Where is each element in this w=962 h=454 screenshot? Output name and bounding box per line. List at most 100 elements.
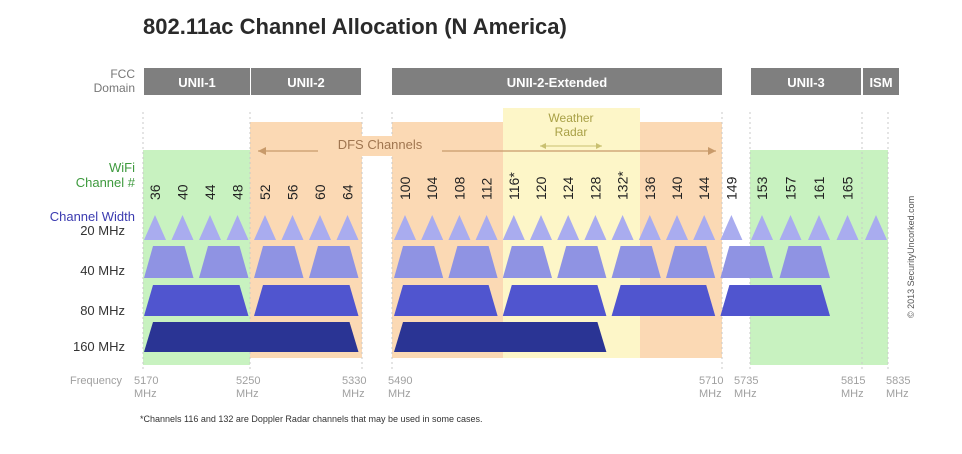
frequency-unit: MHz [236, 388, 259, 400]
channel-number-64: 64 [340, 184, 356, 200]
domain-label: UNII-2 [287, 75, 325, 90]
wifi-channel-label-line1: WiFi [109, 160, 135, 175]
channel-number-132-star: 132* [615, 171, 631, 200]
domain-label: UNII-1 [178, 75, 216, 90]
channel-20mhz-shape [779, 215, 802, 240]
weather-arrow-right-head [596, 143, 602, 149]
channel-number-136: 136 [642, 176, 658, 200]
channel-20mhz-shape [530, 215, 552, 240]
channel-40mhz-shape [611, 246, 661, 278]
frequency-unit: MHz [699, 388, 722, 400]
channel-number-60: 60 [312, 184, 328, 200]
domain-bar-unii-3 [751, 68, 861, 95]
channel-40mhz-shape [309, 246, 359, 278]
dfs-arrow-right-head [708, 147, 716, 155]
frequency-value-5170: 5170 [134, 375, 158, 387]
channel-80mhz-shape [144, 285, 249, 316]
channel-20mhz-shape [144, 215, 166, 240]
channel-40mhz-shape [779, 246, 830, 278]
frequency-unit: MHz [734, 388, 757, 400]
weather-label-line2: Radar [555, 125, 588, 139]
channel-number-149: 149 [723, 176, 739, 200]
channel-20mhz-shape [751, 215, 773, 240]
channel-20mhz-shape [584, 215, 607, 240]
channel-20mhz-shape [448, 215, 471, 240]
chart-title: 802.11ac Channel Allocation (N America) [143, 14, 567, 39]
frequency-value-5710: 5710 [699, 375, 723, 387]
channel-20mhz-shape [171, 215, 194, 240]
channel-20mhz-shape [502, 215, 525, 240]
channel-40mhz-shape [254, 246, 304, 278]
channel-20mhz-shape [836, 215, 859, 240]
channel-40mhz-shape [199, 246, 249, 278]
channel-number-108: 108 [451, 176, 467, 200]
channel-number-161: 161 [811, 176, 827, 200]
channel-20mhz-shape [666, 215, 688, 240]
channel-number-112: 112 [479, 177, 495, 200]
channel-40mhz-shape [394, 246, 444, 278]
domain-bar-unii-1 [144, 68, 250, 95]
channel-number-157: 157 [783, 176, 799, 200]
channel-number-120: 120 [533, 176, 549, 200]
frequency-unit: MHz [886, 388, 909, 400]
channel-number-144: 144 [696, 176, 712, 200]
channel-number-100: 100 [397, 176, 413, 200]
width-label-40mhz: 40 MHz [80, 263, 125, 278]
channel-number-140: 140 [669, 176, 685, 200]
frequency-value-5835: 5835 [886, 375, 910, 387]
channel-number-128: 128 [587, 176, 603, 200]
channel-40mhz-shape [720, 246, 773, 278]
frequency-value-5815: 5815 [841, 375, 865, 387]
frequency-value-5735: 5735 [734, 375, 758, 387]
domain-bar-unii-2 [251, 68, 361, 95]
width-label-160mhz: 160 MHz [73, 339, 125, 354]
channel-40mhz-shape [448, 246, 498, 278]
channel-80mhz-shape [394, 285, 498, 316]
footnote: *Channels 116 and 132 are Doppler Radar … [140, 414, 483, 424]
frequency-value-5250: 5250 [236, 375, 260, 387]
fcc-domain-label-line1: FCC [110, 67, 135, 81]
channel-20mhz-shape [394, 215, 416, 240]
width-label-20mhz: 20 MHz [80, 223, 125, 238]
width-label-80mhz: 80 MHz [80, 303, 125, 318]
frequency-value-5490: 5490 [388, 375, 412, 387]
weather-label-line1: Weather [548, 111, 593, 125]
frequency-row-label: Frequency [70, 375, 122, 387]
channel-20mhz-shape [199, 215, 221, 240]
fcc-domain-label-line2: Domain [94, 81, 135, 95]
channel-number-48: 48 [230, 184, 246, 200]
channel-20mhz-shape [254, 215, 276, 240]
frequency-unit: MHz [342, 388, 365, 400]
dfs-label-bg [318, 136, 442, 156]
channel-number-104: 104 [424, 176, 440, 200]
channel-80mhz-shape [720, 285, 830, 316]
channel-20mhz-shape [693, 215, 716, 240]
channel-number-116-star: 116* [506, 172, 522, 200]
channel-20mhz-shape [638, 215, 661, 240]
channel-80mhz-shape [611, 285, 716, 316]
channel-20mhz-shape [281, 215, 304, 240]
channel-number-124: 124 [560, 176, 576, 200]
channel-160mhz-shape [144, 322, 359, 352]
channel-20mhz-shape [720, 215, 743, 240]
frequency-value-5330: 5330 [342, 375, 366, 387]
dfs-arrow-left-head [258, 147, 266, 155]
domain-label: UNII-2-Extended [507, 75, 607, 90]
wifi-channel-label-line2: Channel # [76, 175, 136, 190]
channel-20mhz-shape [557, 215, 580, 240]
channel-40mhz-shape [557, 246, 607, 278]
channel-number-44: 44 [202, 184, 218, 200]
channel-20mhz-shape [475, 215, 498, 240]
channel-20mhz-shape [309, 215, 331, 240]
channel-width-label: Channel Width [50, 209, 135, 224]
channel-number-153: 153 [754, 176, 770, 200]
domain-bar-ism [863, 68, 899, 95]
channel-160mhz-shape [394, 322, 607, 352]
frequency-unit: MHz [841, 388, 864, 400]
channel-number-52: 52 [257, 184, 273, 200]
channel-number-40: 40 [175, 184, 191, 200]
frequency-unit: MHz [134, 388, 157, 400]
channel-40mhz-shape [666, 246, 716, 278]
channel-80mhz-shape [254, 285, 359, 316]
